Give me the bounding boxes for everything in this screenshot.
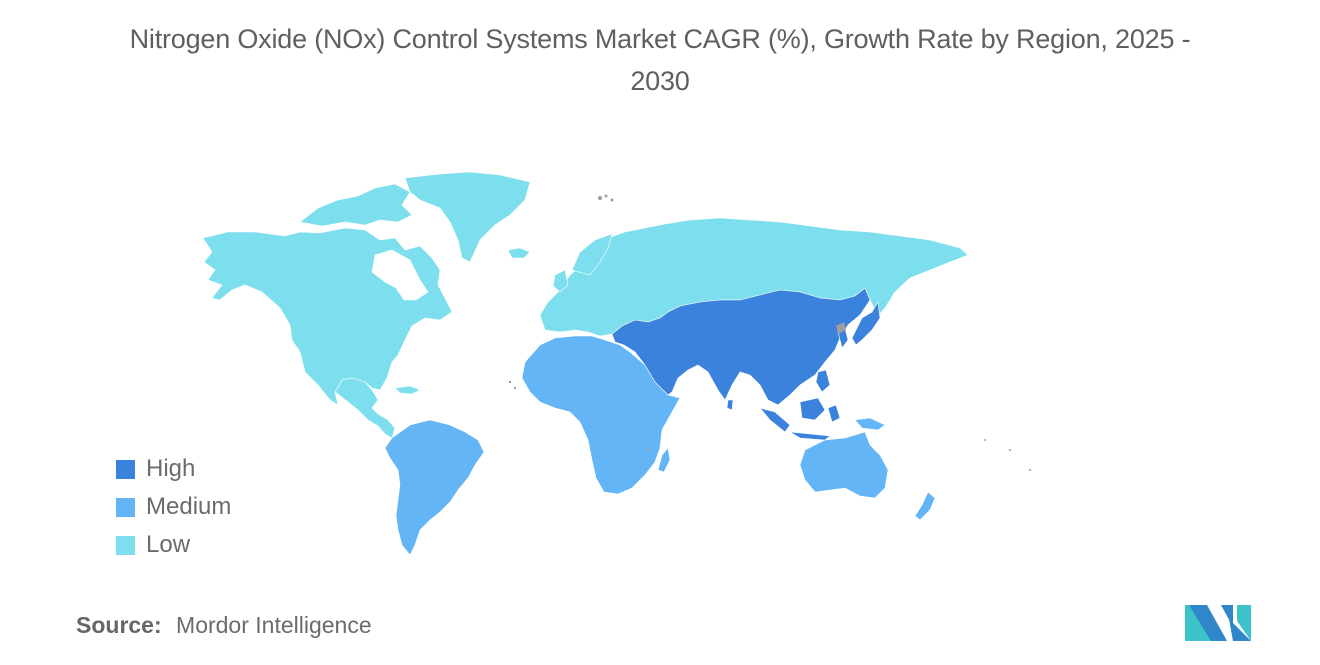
region-java: [789, 431, 831, 441]
region-low: [202, 171, 969, 439]
region-canada-islands: [299, 183, 413, 227]
region-papua: [854, 417, 886, 431]
region-hudson-east: [371, 249, 429, 301]
region-sulawesi: [827, 404, 841, 423]
legend-swatch-high: [116, 459, 135, 479]
legend-item-low: Low: [116, 526, 231, 564]
region-medium: [384, 335, 936, 556]
region-no-data: [508, 194, 1031, 471]
source-value: Mordor Intelligence: [176, 612, 372, 638]
region-new-zealand: [914, 491, 936, 521]
region-scandinavia: [571, 233, 613, 276]
chart-title-line-2: 2030: [630, 66, 690, 96]
region-sri-lanka: [726, 399, 734, 411]
region-high: [611, 287, 881, 441]
region-japan: [851, 301, 881, 346]
legend-item-high: High: [116, 450, 231, 488]
legend: High Medium Low: [116, 450, 231, 564]
region-borneo: [799, 397, 826, 421]
legend-swatch-low: [116, 535, 135, 555]
region-indonesia-sumatra: [759, 407, 791, 433]
legend-item-medium: Medium: [116, 488, 231, 526]
legend-label-medium: Medium: [146, 493, 232, 520]
region-australia: [799, 431, 889, 499]
region-iceland: [507, 247, 531, 259]
region-greenland: [404, 171, 531, 263]
region-alaska-canada-usa: [202, 227, 453, 406]
mordor-intelligence-logo-icon: [1185, 605, 1251, 641]
source-attribution: Source: Mordor Intelligence: [76, 612, 372, 639]
region-south-america: [384, 419, 485, 556]
region-africa: [521, 335, 681, 495]
chart-title: Nitrogen Oxide (NOx) Control Systems Mar…: [0, 18, 1320, 102]
chart-title-line-1: Nitrogen Oxide (NOx) Control Systems Mar…: [129, 24, 1191, 54]
legend-swatch-medium: [116, 497, 135, 517]
region-philippines: [815, 369, 831, 393]
region-asia-high: [611, 287, 871, 406]
source-key: Source:: [76, 612, 162, 638]
legend-label-high: High: [146, 455, 196, 482]
region-uk: [552, 269, 569, 293]
region-caribbean: [394, 385, 421, 395]
legend-label-low: Low: [146, 531, 191, 558]
region-north-korea: [836, 322, 846, 334]
region-madagascar: [657, 447, 671, 473]
region-mexico-central-america: [334, 377, 396, 439]
